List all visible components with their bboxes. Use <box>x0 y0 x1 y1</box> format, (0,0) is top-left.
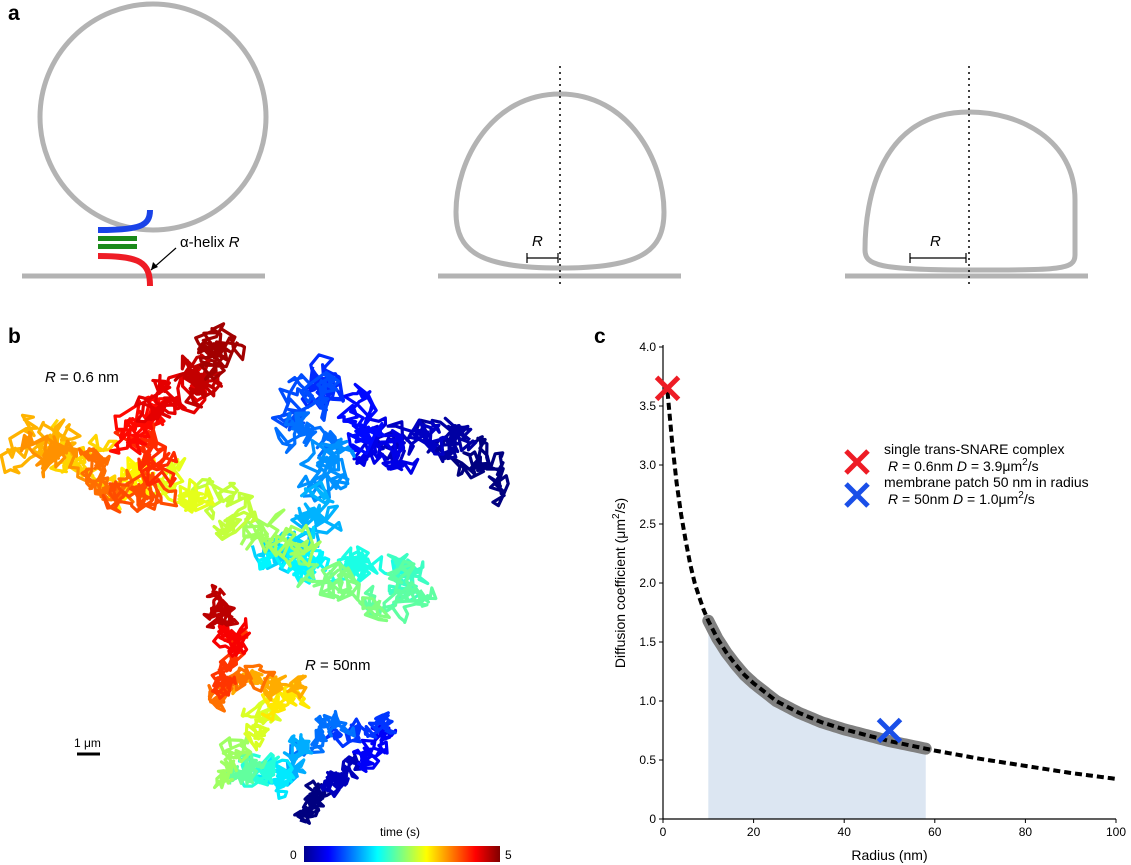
trajectory-segment <box>324 711 397 749</box>
trajectory-segment <box>274 411 344 458</box>
y-tick-label: 2.5 <box>639 517 656 531</box>
data-marker-1 <box>654 375 681 402</box>
trajectory-segment <box>293 550 391 623</box>
vesicle-round <box>37 1 269 233</box>
trajectory-segment <box>19 430 88 483</box>
trajectory-segment <box>140 457 216 514</box>
trajectory-segment <box>289 709 356 757</box>
trajectory-segment <box>279 733 314 787</box>
trajectory-segment <box>134 364 208 424</box>
alpha-helix-label: α-helix R <box>180 234 240 251</box>
data-marker-2 <box>876 717 903 744</box>
trajectory-segment <box>290 480 343 562</box>
y-tick-label: 0.5 <box>639 753 656 767</box>
y-axis-title: Diffusion coefficient (μm2/s) <box>611 498 628 668</box>
legend-text-line1: membrane patch 50 nm in radius <box>884 474 1089 490</box>
trajectory-segment <box>213 733 253 790</box>
colorbar-title: time (s) <box>380 825 420 839</box>
vesicle-hemifused-1 <box>453 91 667 271</box>
panel-label-b: b <box>8 325 21 348</box>
trajectory-segment <box>319 752 363 798</box>
trajectory-segment <box>194 322 247 381</box>
trajectory-segment <box>232 752 280 788</box>
snare-helix-green-1 <box>98 236 137 241</box>
y-tick-label: 1.5 <box>639 635 656 649</box>
x-tick-label: 20 <box>747 825 761 839</box>
trajectory-2-label: R = 50nm <box>305 657 370 674</box>
vesicle-hemifused-2 <box>862 109 1078 273</box>
trajectory-r-0-6nm <box>0 322 510 624</box>
radius-label-3: R <box>930 233 941 250</box>
y-tick-label: 4.0 <box>639 340 656 354</box>
trajectory-segment <box>358 559 438 624</box>
trajectory-segment <box>293 779 333 825</box>
scale-bar-label: 1 μm <box>74 736 101 750</box>
diffusion-curve <box>665 391 1117 781</box>
trajectory-segment <box>270 370 341 432</box>
annotation-arrowhead <box>151 262 158 270</box>
colorbar <box>304 846 500 862</box>
trajectory-layer <box>0 322 510 825</box>
trajectory-segment <box>77 447 135 505</box>
x-tick-label: 60 <box>928 825 942 839</box>
snare-red-strand <box>97 253 153 287</box>
panel-a: a α-helix R R R <box>8 1 1088 288</box>
legend-text-line2: R = 0.6nm D = 3.9μm2/s <box>888 457 1039 474</box>
snare-blue-strand <box>97 209 153 233</box>
trajectory-segment <box>297 437 356 503</box>
trajectory-1-label: R = 0.6 nm <box>45 369 119 386</box>
trajectory-segment <box>449 435 510 508</box>
trajectory-segment <box>240 697 282 752</box>
trajectory-segment <box>336 382 386 455</box>
colorbar-min-label: 0 <box>290 848 297 862</box>
trajectory-segment <box>190 477 259 541</box>
panel-label-a: a <box>8 2 20 25</box>
trajectory-segment <box>352 724 398 773</box>
trajectory-segment <box>239 508 322 568</box>
y-tick-label: 2.0 <box>639 576 656 590</box>
trajectory-segment <box>256 755 296 800</box>
trajectory-segment <box>113 422 179 488</box>
y-tick-label: 0 <box>649 812 656 826</box>
trajectory-segment <box>202 583 240 630</box>
x-tick-label: 80 <box>1019 825 1033 839</box>
panel-b: b R = 0.6 nm R = 50nm 1 μm time (s) 0 5 <box>0 322 512 862</box>
y-tick-label: 3.5 <box>639 399 656 413</box>
legend-text-line2: R = 50nm D = 1.0μm2/s <box>888 490 1035 507</box>
legend-text-line1: single trans-SNARE complex <box>884 441 1065 457</box>
x-axis-title: Radius (nm) <box>851 847 927 863</box>
diffusion-chart: 0 0.5 1.0 1.5 2.0 2.5 3.0 3.5 4.0 0 20 40 60 80 100 Rad… <box>611 340 1126 863</box>
trajectory-segment <box>101 471 179 514</box>
snare-helix-green-2 <box>98 244 137 249</box>
y-tick-label: 1.0 <box>639 694 656 708</box>
x-tick-label: 40 <box>838 825 852 839</box>
radius-label-2: R <box>532 233 543 250</box>
x-tick-label: 100 <box>1106 825 1126 839</box>
panel-c: c 0 0.5 1.0 1.5 2.0 2.5 3.0 3.5 4.0 0 20 40 60 80 100 R… <box>594 325 1126 863</box>
y-tick-label: 3.0 <box>639 458 656 472</box>
shaded-area <box>708 620 926 819</box>
trajectory-segment <box>324 545 411 586</box>
panel-label-c: c <box>594 325 606 348</box>
x-tick-label: 0 <box>660 825 667 839</box>
trajectory-r-50nm <box>202 583 398 825</box>
colorbar-max-label: 5 <box>505 848 512 862</box>
